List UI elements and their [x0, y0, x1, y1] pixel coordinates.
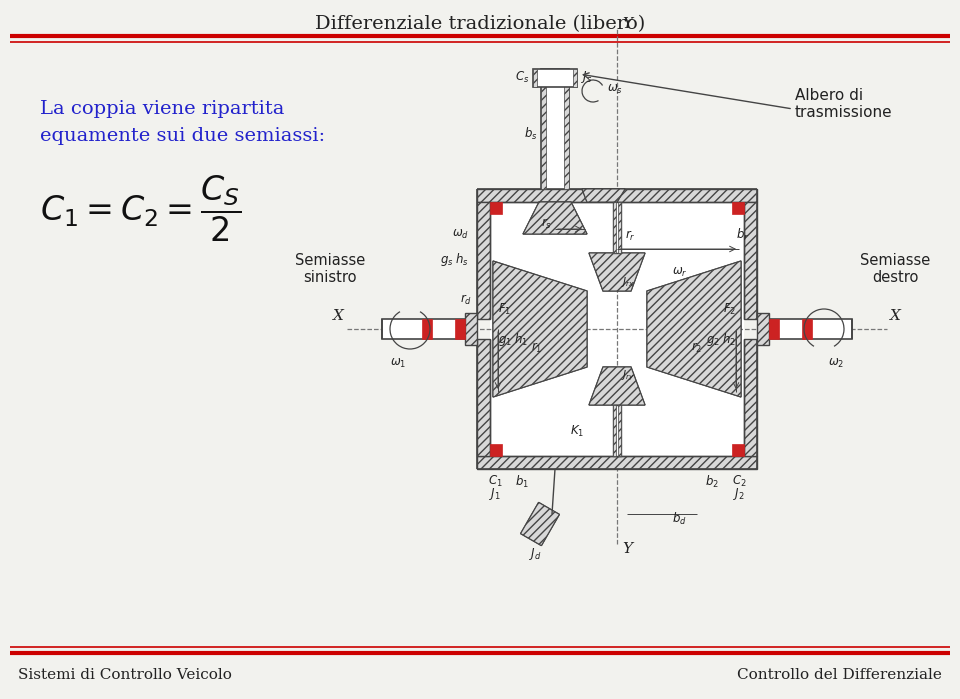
Polygon shape [520, 503, 560, 546]
Bar [533, 69, 577, 87]
Polygon shape [523, 202, 587, 234]
Text: $C_1 = C_2 = \dfrac{C_S}{2}$: $C_1 = C_2 = \dfrac{C_S}{2}$ [40, 174, 241, 244]
Polygon shape [523, 202, 587, 234]
Bar [732, 202, 744, 214]
Text: $\omega_r$: $\omega_r$ [672, 266, 687, 279]
Polygon shape [613, 405, 616, 456]
Polygon shape [589, 253, 645, 291]
Polygon shape [477, 339, 490, 456]
Text: $r_1$: $r_1$ [531, 341, 542, 355]
Text: $C_s$: $C_s$ [515, 69, 529, 85]
Polygon shape [477, 189, 757, 202]
Polygon shape [744, 202, 757, 319]
Polygon shape [647, 261, 741, 397]
Text: $J_{rx}$: $J_{rx}$ [621, 275, 636, 289]
Text: $J_2$: $J_2$ [733, 486, 745, 502]
Polygon shape [618, 202, 621, 253]
Bar [490, 202, 744, 456]
Bar [732, 444, 744, 456]
Text: $r_2$: $r_2$ [691, 341, 703, 355]
Bar [802, 319, 812, 339]
Text: $J_s$: $J_s$ [581, 69, 592, 85]
Polygon shape [493, 261, 587, 397]
Polygon shape [589, 367, 645, 405]
Text: X: X [333, 309, 344, 323]
Polygon shape [618, 405, 621, 456]
Text: $r_r$: $r_r$ [625, 229, 636, 243]
Bar [455, 319, 465, 339]
Text: equamente sui due semiassi:: equamente sui due semiassi: [40, 127, 325, 145]
Text: $g_2 \; h_2$: $g_2 \; h_2$ [706, 331, 736, 348]
Text: $\omega_2$: $\omega_2$ [828, 357, 844, 370]
Text: Semiasse
sinistro: Semiasse sinistro [295, 253, 365, 285]
Bar [541, 69, 569, 189]
Text: Albero di
trasmissione: Albero di trasmissione [795, 88, 893, 120]
Polygon shape [582, 189, 625, 202]
Polygon shape [647, 261, 741, 397]
Text: $b_2$: $b_2$ [705, 474, 719, 490]
Text: $r_s$: $r_s$ [541, 217, 552, 231]
Text: $b_d$: $b_d$ [672, 511, 686, 527]
Text: $b_r$: $b_r$ [735, 227, 749, 243]
Text: $g_s \; h_s$: $g_s \; h_s$ [440, 251, 469, 268]
Text: $J_1$: $J_1$ [489, 486, 501, 502]
Bar [757, 313, 769, 345]
Polygon shape [477, 456, 757, 469]
Text: $g_1 \; h_1$: $g_1 \; h_1$ [498, 331, 528, 348]
Polygon shape [541, 69, 546, 189]
Bar [613, 405, 621, 456]
Text: $C_2$: $C_2$ [732, 474, 746, 489]
Text: $\omega_d$: $\omega_d$ [452, 228, 469, 241]
Polygon shape [744, 339, 757, 456]
Polygon shape [493, 261, 587, 397]
Polygon shape [589, 253, 645, 291]
Polygon shape [520, 503, 560, 546]
Text: $F_2$: $F_2$ [723, 302, 736, 317]
Text: Semiasse
destro: Semiasse destro [860, 253, 930, 285]
Polygon shape [564, 69, 569, 189]
Polygon shape [477, 202, 490, 319]
Text: $K_1$: $K_1$ [570, 424, 584, 439]
Text: Y: Y [622, 17, 632, 31]
Text: $C_1$: $C_1$ [488, 474, 502, 489]
Text: X: X [890, 309, 900, 323]
Bar [613, 202, 621, 253]
Polygon shape [573, 69, 577, 87]
Text: $r_d$: $r_d$ [460, 293, 472, 307]
Text: $\omega_1$: $\omega_1$ [390, 357, 406, 370]
Text: $F_1$: $F_1$ [498, 302, 512, 317]
Text: $b_1$: $b_1$ [515, 474, 529, 490]
Polygon shape [613, 202, 616, 253]
Bar [382, 319, 465, 339]
Bar [769, 319, 779, 339]
Text: Controllo del Differenziale: Controllo del Differenziale [737, 668, 942, 682]
Text: Differenziale tradizionale (libero): Differenziale tradizionale (libero) [315, 15, 645, 33]
Bar [490, 202, 502, 214]
Text: $\omega_s$: $\omega_s$ [607, 82, 623, 96]
Text: Y: Y [622, 542, 632, 556]
Text: La coppia viene ripartita: La coppia viene ripartita [40, 100, 284, 118]
Bar [490, 444, 502, 456]
Polygon shape [533, 69, 537, 87]
Polygon shape [589, 367, 645, 405]
Bar [465, 313, 477, 345]
Polygon shape [582, 189, 625, 202]
Text: $J_d$: $J_d$ [529, 546, 541, 562]
Bar [422, 319, 432, 339]
Text: $b_s$: $b_s$ [524, 126, 538, 142]
Text: $J_{ry}$: $J_{ry}$ [621, 369, 636, 383]
Text: Sistemi di Controllo Veicolo: Sistemi di Controllo Veicolo [18, 668, 232, 682]
Bar [769, 319, 852, 339]
